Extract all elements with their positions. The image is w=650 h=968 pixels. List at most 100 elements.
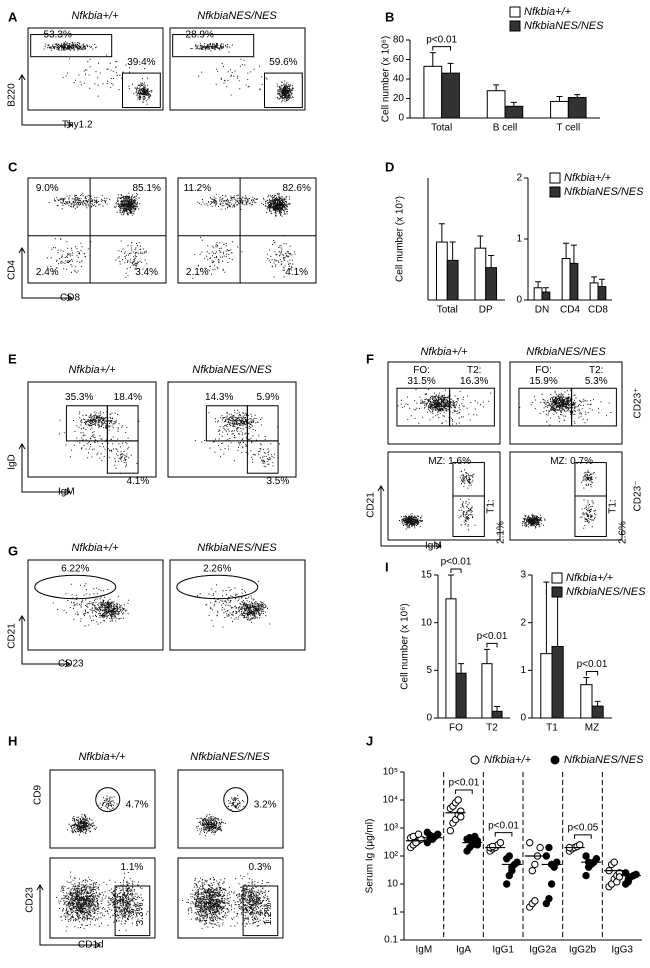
dot-cloud — [56, 871, 149, 932]
axis-arrow — [380, 486, 441, 547]
point — [457, 813, 465, 821]
y-tick-label: 2 — [516, 173, 522, 184]
bracket — [494, 832, 513, 837]
row-label: CD23⁻ — [633, 481, 644, 512]
bar — [441, 72, 460, 119]
bar — [486, 90, 506, 119]
panel-letter: B — [385, 9, 394, 24]
gate-percent: 4.1% — [126, 476, 149, 487]
gate — [246, 440, 279, 474]
point — [632, 870, 640, 879]
gate-name: T2: — [467, 365, 481, 376]
panel-letter: A — [8, 9, 18, 24]
gate-percent: 4.7% — [126, 800, 149, 811]
error-bar — [535, 281, 542, 288]
gate-name: T2: — [589, 365, 603, 376]
error-bar — [563, 242, 570, 259]
y-tick-label: 3 — [520, 570, 526, 581]
gate-percent: 5.9% — [256, 392, 279, 403]
quadrant-percent: 11.2% — [184, 183, 212, 194]
point — [542, 852, 551, 860]
genotype: Nfkbia+/+ — [78, 751, 126, 763]
point — [434, 830, 442, 838]
error-bar — [494, 706, 501, 712]
legend-label: Nfkbia+/+ — [484, 754, 532, 766]
point — [531, 860, 539, 869]
y-tick-label: 10⁴ — [383, 795, 398, 806]
gate — [106, 440, 139, 474]
y-tick-label: 20 — [393, 93, 405, 104]
panel-letter: G — [8, 543, 18, 558]
bar — [423, 65, 443, 119]
gate — [34, 574, 117, 600]
gate-percent: 2.26% — [203, 564, 231, 575]
legend-label: NfkbiaNES/NES — [566, 586, 646, 598]
x-tick-label: FO — [449, 723, 463, 734]
dot-cloud — [182, 873, 272, 929]
gate-percent: 5.3% — [585, 376, 608, 387]
bar — [481, 663, 493, 719]
x-tick-label: T cell — [556, 123, 580, 134]
point — [513, 858, 521, 866]
error-bar — [554, 593, 561, 647]
point — [592, 855, 601, 863]
point — [545, 843, 553, 852]
axis-label: Thy1.2 — [62, 120, 93, 131]
axis-label: IgD — [7, 454, 18, 470]
gate-percent: MZ: 1.6% — [428, 456, 471, 467]
legend-label: NfkbiaNES/NES — [524, 20, 604, 32]
axis-arrow — [39, 885, 100, 946]
row-label: CD23⁺ — [633, 388, 644, 419]
plot-frame — [49, 769, 156, 849]
y-tick-label: 80 — [393, 35, 405, 46]
legend-swatch — [549, 172, 561, 184]
y-tick-label: 1 — [392, 907, 398, 918]
dot-cloud — [399, 469, 476, 531]
arrow-head — [18, 247, 73, 302]
bar — [567, 97, 587, 119]
bar — [589, 282, 599, 301]
bar — [533, 287, 543, 301]
point — [471, 832, 479, 841]
y-tick-label: 1 — [520, 665, 526, 676]
point — [536, 843, 544, 852]
y-axis-label: Serum Ig (μg/ml) — [365, 819, 376, 894]
x-tick-label: IgG2a — [529, 945, 557, 956]
bracket — [574, 834, 592, 839]
axis-label: CD9 — [33, 785, 44, 805]
axis-label: B220 — [7, 83, 18, 107]
x-tick-label: DP — [479, 305, 493, 316]
error-bar — [598, 278, 605, 287]
quadrant-percent: 82.6% — [283, 183, 311, 194]
legend-label: NfkbiaNES/NES — [564, 186, 644, 198]
x-tick-label: Total — [431, 123, 452, 134]
axis-label: CD23 — [25, 887, 36, 913]
point — [547, 880, 556, 888]
x-tick-label: IgA — [456, 945, 471, 956]
gate-percent: 3.3% — [135, 902, 146, 925]
y-tick-label: 40 — [393, 74, 405, 85]
axis-label: CD21 — [366, 492, 377, 518]
y-tick-label: 0 — [516, 295, 522, 306]
bar — [474, 247, 487, 301]
legend-swatch — [549, 186, 561, 198]
error-bar — [483, 648, 490, 664]
gate-percent: 16.3% — [460, 376, 488, 387]
y-tick-label: 10 — [387, 879, 399, 890]
gate — [30, 34, 113, 58]
dot-cloud — [190, 42, 294, 103]
bar — [455, 672, 467, 719]
point — [502, 880, 511, 888]
point — [582, 852, 590, 860]
gate-percent: 3.5% — [266, 476, 289, 487]
legend-label: NfkbiaNES/NES — [564, 754, 644, 766]
panel-letter: I — [385, 559, 389, 574]
error-bar — [447, 574, 454, 599]
x-tick-label: B cell — [493, 123, 517, 134]
y-axis-label: Cell number (x 10⁷) — [395, 196, 406, 282]
axis-arrow — [21, 75, 72, 126]
y-tick-label: 10⁵ — [383, 767, 398, 778]
genotype: NfkbiaNES/NES — [192, 364, 272, 376]
axis-arrow — [21, 444, 70, 493]
arrow-head — [18, 443, 71, 496]
